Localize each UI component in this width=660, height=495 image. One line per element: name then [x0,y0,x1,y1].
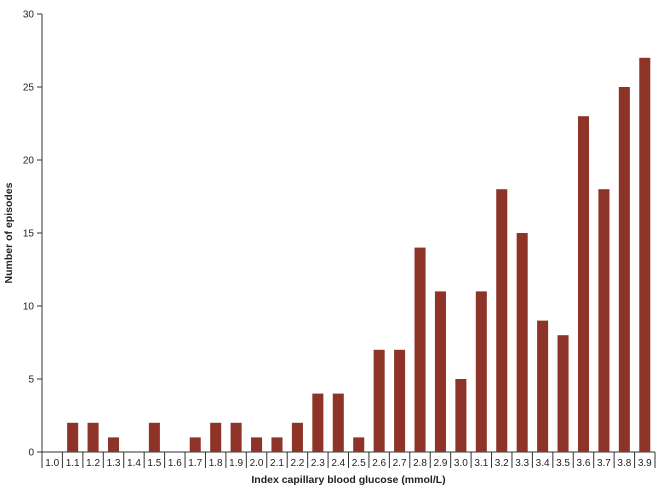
bar-2.3 [312,393,324,452]
bar-3.1 [475,291,487,452]
x-tick-label: 3.7 [597,458,611,469]
bar-2.5 [353,437,365,452]
x-tick-label: 1.9 [229,458,243,469]
x-tick-label: 2.4 [331,458,345,469]
x-axis: 1.0 1.1 1.2 1.3 1.4 1.5 1.6 1.7 1.8 1.9 2.0 2.1 2.2 2… [41,451,656,469]
x-tick-label: 1.3 [107,458,121,469]
bar-1.8 [210,422,222,452]
x-tick-label: 2.6 [372,458,386,469]
bar-3.9 [639,57,651,453]
y-tick-label: 10 [23,302,35,313]
x-tick-label: 3.4 [536,458,550,469]
x-tick-label: 1.1 [66,458,80,469]
x-tick-label: 1.2 [86,458,100,469]
x-tick-label: 3.8 [617,458,631,469]
bar-2.9 [434,291,446,452]
bar-2.6 [373,349,385,452]
bar-2.1 [271,437,283,452]
bar-3.0 [455,379,467,452]
x-tick-label: 3.1 [474,458,488,469]
x-tick-label: 1.4 [127,458,141,469]
bar-2.2 [291,422,303,452]
y-tick-label: 15 [23,229,35,240]
x-tick-label: 3.0 [454,458,468,469]
x-tick-label: 2.0 [250,458,264,469]
x-tick-label: 2.1 [270,458,284,469]
bar-1.1 [67,422,79,452]
x-tick-label: 3.2 [495,458,509,469]
x-tick-label: 1.6 [168,458,182,469]
x-tick-label: 2.9 [433,458,447,469]
x-tick-label: 1.0 [45,458,59,469]
x-tick-label: 2.7 [393,458,407,469]
x-tick-label: 2.8 [413,458,427,469]
y-tick-label: 5 [28,375,34,386]
x-tick-label: 2.3 [311,458,325,469]
bar-3.4 [537,320,549,452]
x-axis-title: Index capillary blood glucose (mmol/L) [251,474,445,486]
bar-3.7 [598,189,610,452]
bar-3.8 [618,87,630,452]
y-tick-label: 20 [23,156,35,167]
bar-2.7 [394,349,406,452]
bar-1.2 [87,422,99,452]
x-tick-label: 3.3 [515,458,529,469]
x-tick-label: 1.8 [209,458,223,469]
bar-3.2 [496,189,508,452]
bar-2.0 [251,437,263,452]
bars [67,57,651,453]
bar-1.3 [107,437,120,452]
x-tick-label: 3.5 [556,458,570,469]
x-tick-label: 3.6 [577,458,591,469]
bar-3.3 [516,233,528,452]
y-tick-label: 0 [28,448,34,459]
y-tick-label: 25 [23,83,35,94]
bar-2.8 [414,247,426,452]
bar-3.5 [557,335,569,452]
y-axis-title: Number of episodes [3,182,15,283]
x-tick-label: 3.9 [638,458,652,469]
bar-1.5 [148,422,160,452]
x-tick-label: 2.5 [352,458,366,469]
bar-1.9 [230,422,242,452]
x-tick-label: 1.7 [188,458,202,469]
x-tick-label: 1.5 [147,458,161,469]
y-tick-label: 30 [23,10,35,21]
y-axis: 0 5 10 15 20 25 30 [23,10,43,459]
bar-3.6 [577,116,590,452]
bar-2.4 [332,393,344,452]
x-tick-label: 2.2 [290,458,304,469]
bar-1.7 [189,437,201,452]
